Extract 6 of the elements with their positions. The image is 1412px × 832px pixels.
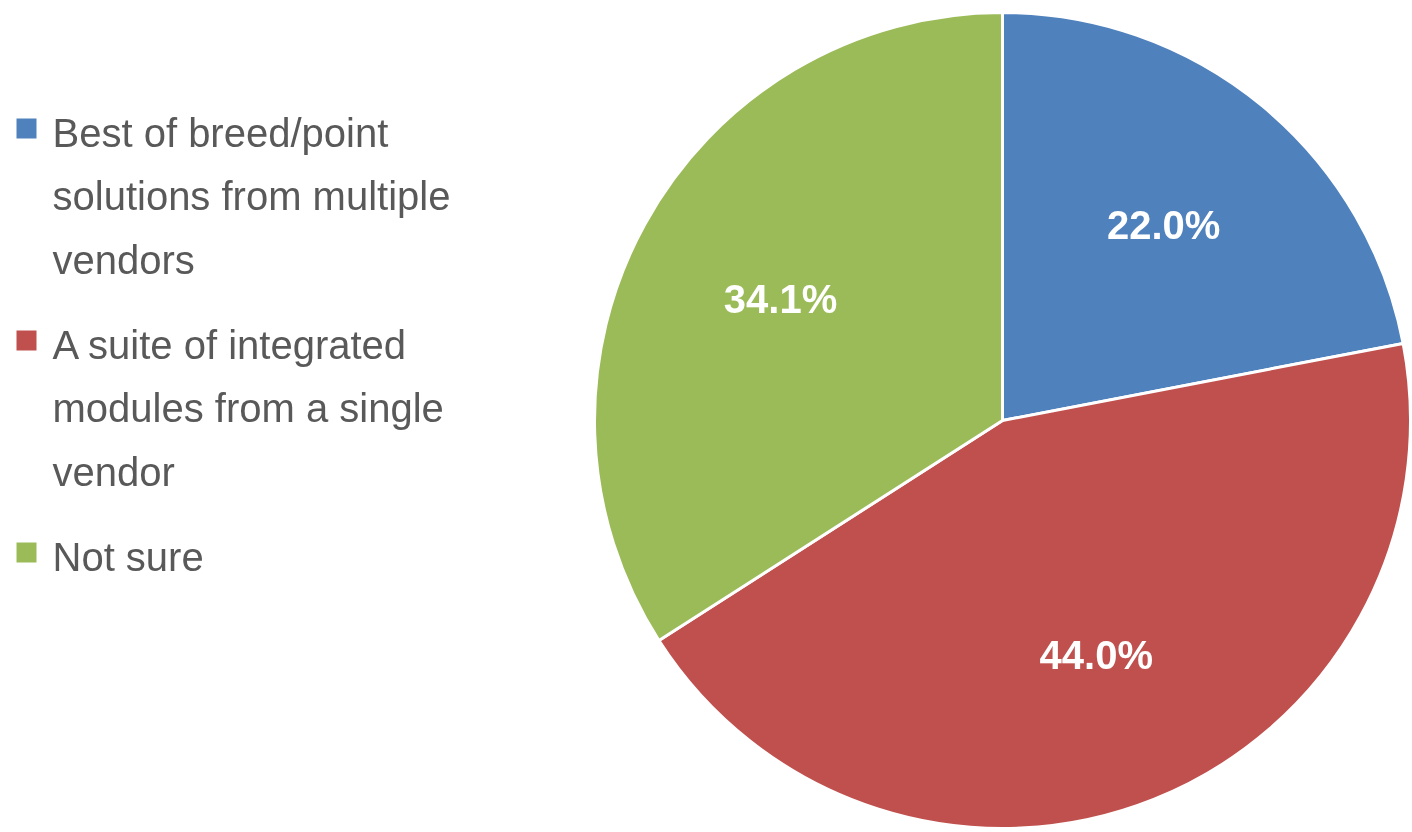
data-label: 22.0% [1106,203,1221,248]
legend-label: A suite of integrated modules from a single vendor [52,322,444,495]
data-label: 44.0% [1039,633,1153,678]
legend-label: Not sure [52,534,204,579]
data-label: 34.1% [723,277,838,322]
legend-label: Best of breed/point solutions from multiple vendors [52,110,451,283]
